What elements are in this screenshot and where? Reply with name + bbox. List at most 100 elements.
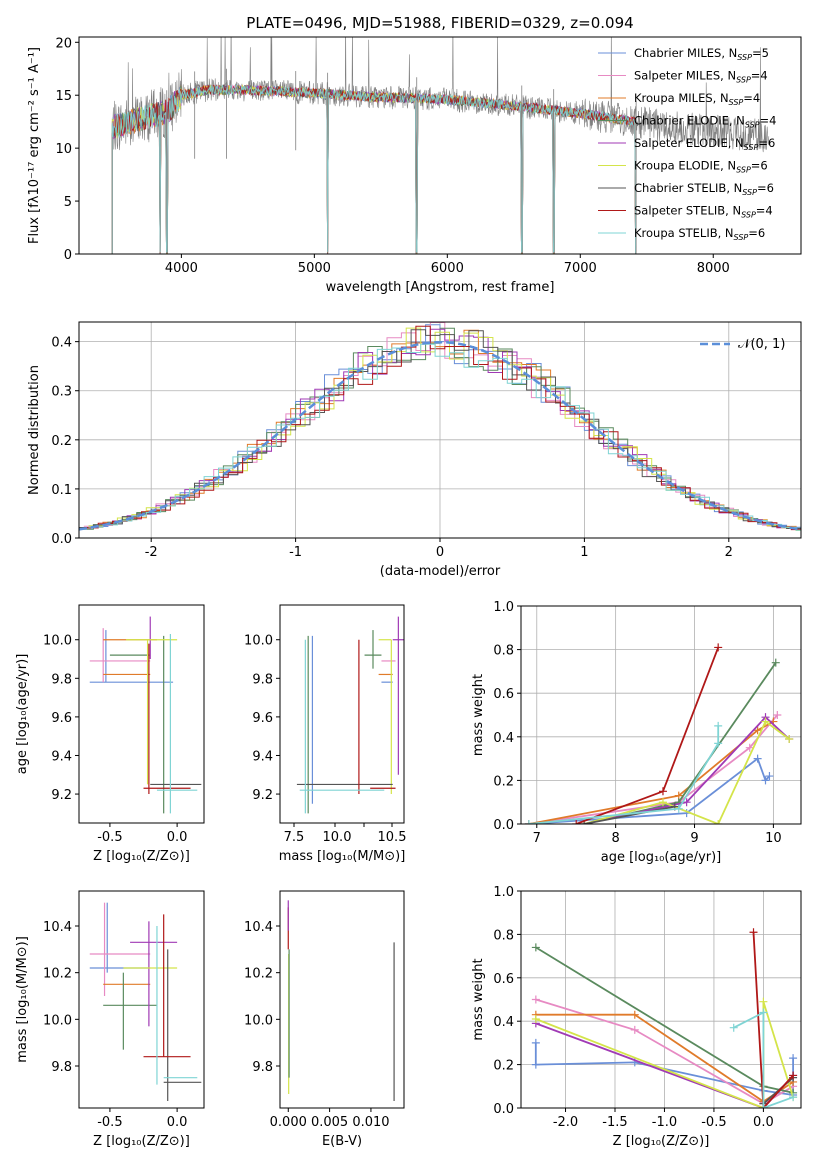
z-mass-panel-ylabel: mass [log₁₀(M/M⊙)]: [15, 936, 30, 1063]
residual-panel-ytick-label: 0.1: [51, 483, 72, 498]
z-mass-panel-frame: [78, 890, 205, 1109]
ebv-mass-panel: 0.000 0.005 0.010 9.8 10.0 10.2 10.4 E(B-V): [244, 890, 405, 1149]
mass-weight-marker: [524, 820, 533, 824]
z-age-panel-ytick-label: 9.4: [51, 749, 72, 764]
mass-weight-marker: [759, 997, 768, 1006]
gaussian-reference-curve: [79, 340, 801, 531]
z-age-panel-ytick-label: 9.2: [51, 788, 72, 803]
mass-weight-marker: [759, 1104, 768, 1108]
spectrum-panel-xlabel: wavelength [Angstrom, rest frame]: [326, 280, 555, 295]
mass-age-panel-ytick-label: 9.4: [252, 749, 273, 764]
mass-weight-marker: [658, 787, 667, 796]
legend-entry-suffix: =6: [751, 159, 768, 173]
z-weight-panel-xtick-label: -1.5: [602, 1115, 627, 1130]
z-weight-panel-ytick-label: 0.4: [493, 1015, 514, 1030]
legend-entry-suffix: =6: [758, 136, 775, 150]
mass-age-panel-xtick-label: 10.0: [323, 830, 352, 845]
z-age-panel-xtick-label: -0.5: [97, 830, 122, 845]
spectrum-panel-ytick-label: 10: [55, 142, 72, 157]
spectrum-panel-ytick-label: 20: [55, 36, 72, 51]
age-weight-panel: 7 8 9 10 0.0 0.2 0.4 0.6 0.8 1.0 age [log₁₀(age/yr…: [471, 600, 802, 865]
z-weight-panel: -2.0 -1.5 -1.0 -0.5 0.0 0.0 0.2 0.4 0.6 0.8 1.0 Z […: [471, 885, 802, 1149]
age-weight-panel-ytick-label: 0.0: [493, 818, 514, 833]
legend-subscript: SSP: [734, 233, 749, 242]
mass-weight-marker: [785, 734, 794, 743]
legend-entry-label: Kroupa STELIB, NSSP=6: [634, 226, 765, 242]
spectrum-panel-ytick-label: 15: [55, 89, 72, 104]
mass-weight-marker: [771, 658, 780, 667]
residual-panel-xtick-label: -2: [145, 545, 158, 560]
z-age-panel-plot-area: [89, 616, 202, 814]
mass-weight-marker: [531, 943, 540, 952]
mass-weight-marker: [789, 1093, 798, 1102]
residual-panel-plot-area: [79, 322, 801, 531]
mass-weight-marker: [572, 820, 581, 824]
legend-entry-label: Chabrier MILES, NSSP=5: [634, 46, 769, 62]
z-weight-panel-xlabel: Z [log₁₀(Z/Z⊙)]: [613, 1134, 710, 1149]
mass-weight-marker: [531, 1015, 540, 1024]
spectrum-title: PLATE=0496, MJD=51988, FIBERID=0329, z=0…: [246, 14, 633, 32]
residual-panel-ytick-label: 0.2: [51, 434, 72, 449]
mass-age-panel-plot-area: [296, 616, 404, 814]
ebv-mass-panel-xtick-label: 0.005: [311, 1115, 348, 1130]
z-weight-panel-ytick-label: 0.8: [493, 928, 514, 943]
model-spectrum-line: [111, 84, 637, 254]
mass-weight-line: [528, 720, 774, 824]
z-mass-panel-ytick-label: 10.2: [43, 967, 72, 982]
legend-entry-suffix: =6: [757, 181, 774, 195]
age-weight-panel-ytick-label: 1.0: [493, 600, 514, 615]
residual-panel-xtick-label: -1: [289, 545, 302, 560]
z-weight-panel-xtick-label: -1.0: [652, 1115, 677, 1130]
spectrum-panel-ytick-label: 0: [64, 248, 72, 263]
z-age-panel-ylabel: age [log₁₀(age/yr)]: [15, 654, 30, 775]
age-weight-panel-xtick-label: 10: [765, 831, 782, 846]
mass-age-panel-ytick-label: 10.0: [244, 634, 273, 649]
mass-weight-marker: [765, 772, 774, 781]
ebv-mass-panel-xtick-label: 0.010: [352, 1115, 389, 1130]
mass-weight-marker: [789, 1054, 798, 1063]
residual-panel-ylabel: Normed distribution: [27, 365, 42, 495]
residual-panel-ytick-label: 0.0: [51, 532, 72, 547]
z-weight-panel-frame: [520, 890, 802, 1109]
legend-entry-suffix: =4: [756, 204, 773, 218]
legend-subscript: SSP: [736, 76, 751, 85]
ebv-mass-panel-frame: [279, 890, 405, 1109]
z-weight-panel-ytick-label: 0.2: [493, 1059, 514, 1074]
legend-entry-label: Chabrier ELODIE, NSSP=4: [634, 114, 776, 130]
z-mass-panel-xtick-label: 0.0: [167, 1115, 188, 1130]
ebv-mass-panel-ytick-label: 9.8: [252, 1060, 273, 1075]
mass-weight-marker: [789, 1071, 798, 1080]
mass-age-panel-xtick-label: 7.5: [284, 830, 305, 845]
mass-weight-marker: [749, 928, 758, 937]
legend-entry-suffix: =6: [748, 226, 765, 240]
legend-entry-suffix: =4: [743, 91, 760, 105]
mass-weight-marker: [714, 820, 723, 824]
spectrum-panel: 4000 5000 6000 7000 8000 0 5 10 15 20 wavelength […: [27, 36, 802, 295]
residual-histogram-step: [88, 327, 801, 531]
ebv-mass-panel-plot-area: [287, 900, 395, 1101]
legend-entry-label: Salpeter ELODIE, NSSP=6: [634, 136, 775, 152]
legend-entry-label: Salpeter STELIB, NSSP=4: [634, 204, 773, 220]
mass-weight-marker: [714, 739, 723, 748]
mass-age-panel-xlabel: mass [log₁₀(M/M⊙)]: [279, 849, 406, 864]
ebv-mass-panel-ytick-label: 10.2: [244, 967, 273, 982]
mass-weight-marker: [761, 776, 770, 785]
legend-subscript: SSP: [744, 143, 759, 152]
residual-panel-xlabel: (data-model)/error: [380, 564, 501, 579]
age-weight-panel-ytick-label: 0.6: [493, 687, 514, 702]
z-mass-panel-ytick-label: 9.8: [51, 1060, 72, 1075]
z-weight-panel-plot-area: [531, 928, 798, 1108]
legend-entry-label: Kroupa ELODIE, NSSP=6: [634, 159, 768, 175]
age-weight-panel-ytick-label: 0.4: [493, 731, 514, 746]
z-age-panel-frame: [78, 604, 205, 824]
spectrum-panel-frame: [78, 36, 802, 255]
mass-age-panel-frame: [279, 604, 405, 824]
z-mass-panel-plot-area: [89, 902, 202, 1101]
mass-weight-marker: [531, 1060, 540, 1069]
residual-histogram-step: [83, 328, 801, 530]
z-weight-panel-ytick-label: 1.0: [493, 885, 514, 900]
z-age-panel: -0.5 0.0 9.2 9.4 9.6 9.8 10.0 Z [log₁₀(Z/Z⊙)] ag…: [15, 604, 205, 864]
mass-weight-marker: [658, 798, 667, 807]
z-weight-panel-xtick-label: 0.0: [753, 1115, 774, 1130]
